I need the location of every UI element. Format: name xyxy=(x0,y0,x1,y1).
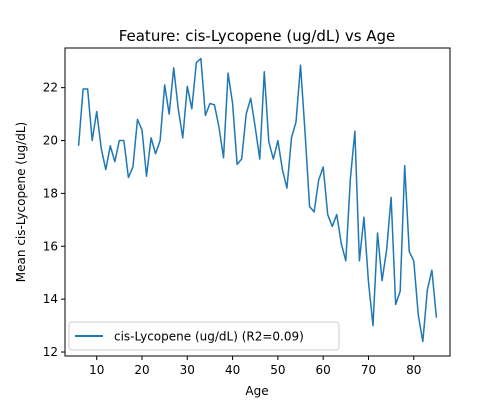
legend-label: cis-Lycopene (ug/dL) (R2=0.09) xyxy=(114,330,304,344)
y-tick-label: 14 xyxy=(43,292,58,306)
x-tick-label: 10 xyxy=(89,363,104,377)
x-tick-label: 60 xyxy=(316,363,331,377)
series-line-0 xyxy=(77,57,438,343)
legend-box xyxy=(68,321,340,351)
x-axis: 10 20 30 40 50 60 70 80 xyxy=(89,356,421,377)
legend: cis-Lycopene (ug/dL) (R2=0.09) xyxy=(68,321,340,351)
y-axis: 12 14 16 18 20 22 xyxy=(43,81,65,359)
y-tick-label: 12 xyxy=(43,345,58,359)
y-tick-label: 20 xyxy=(43,134,58,148)
y-tick-label: 18 xyxy=(43,186,58,200)
chart-title: Feature: cis-Lycopene (ug/dL) vs Age xyxy=(119,27,396,45)
x-axis-label: Age xyxy=(245,384,268,398)
x-tick-label: 80 xyxy=(406,363,421,377)
y-tick-label: 16 xyxy=(43,239,58,253)
x-tick-label: 20 xyxy=(134,363,149,377)
y-axis-label: Mean cis-Lycopene (ug/dL) xyxy=(14,122,28,282)
x-tick-label: 50 xyxy=(270,363,285,377)
x-tick-label: 30 xyxy=(180,363,195,377)
y-tick-label: 22 xyxy=(43,81,58,95)
axes-frame xyxy=(64,47,451,357)
x-tick-label: 70 xyxy=(361,363,376,377)
plot-area xyxy=(77,57,438,343)
x-tick-label: 40 xyxy=(225,363,240,377)
